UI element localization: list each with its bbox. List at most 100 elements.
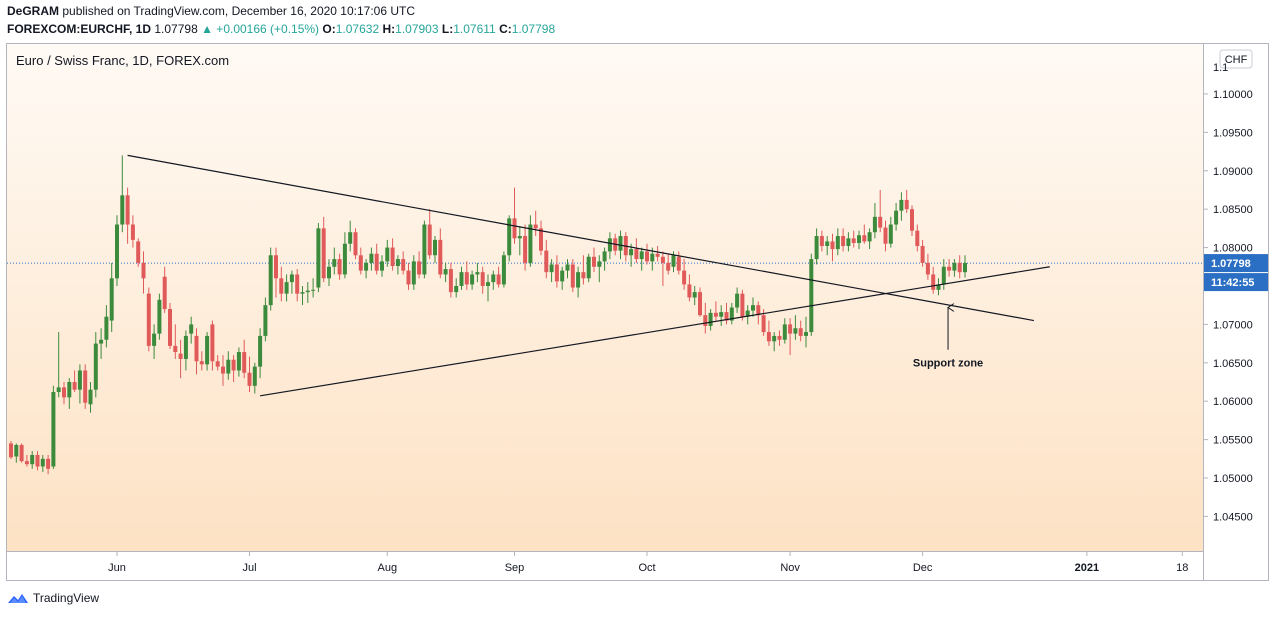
candle-body	[581, 272, 586, 279]
candle-body	[369, 253, 374, 263]
support-zone-label: Support zone	[913, 358, 983, 370]
countdown-tag-bg	[1204, 273, 1268, 292]
candle-body	[602, 251, 607, 262]
candle-body	[517, 236, 522, 239]
candle-body	[252, 366, 257, 386]
candle-body	[40, 458, 45, 467]
candle-body	[713, 312, 718, 317]
candle-body	[523, 236, 528, 263]
currency-badge[interactable]: CHF	[1219, 49, 1253, 69]
chart-frame[interactable]: 1.04500 1.05000 1.05500 1.06000 1.06500 1.070…	[6, 43, 1269, 581]
candle-body	[729, 307, 734, 321]
candle-body	[311, 289, 316, 291]
plot-background	[7, 44, 1203, 551]
candle-body	[607, 238, 612, 252]
price-axis-background	[1204, 44, 1268, 580]
candle-body	[279, 278, 284, 294]
x-tick-label: Sep	[505, 562, 525, 574]
author-name[interactable]: DeGRAM	[7, 4, 60, 18]
candle-body	[210, 324, 215, 362]
candle-body	[793, 328, 798, 334]
candle-body	[766, 332, 771, 342]
candle-body	[178, 353, 183, 359]
candle-body	[947, 266, 952, 271]
price-axis[interactable]: 1.04500 1.05000 1.05500 1.06000 1.06500 1.070…	[1203, 89, 1253, 524]
candle-body	[804, 332, 808, 336]
close-label: C:	[499, 22, 512, 36]
candle-body	[411, 261, 416, 285]
candle-body	[374, 253, 379, 271]
candle-body	[597, 261, 602, 267]
candle-body	[305, 290, 310, 293]
candle-body	[221, 366, 225, 374]
candle-body	[920, 246, 925, 263]
y-tick-label: 1.06500	[1213, 358, 1253, 370]
candle-body	[475, 272, 480, 275]
candle-body	[427, 224, 432, 256]
candle-body	[316, 228, 321, 288]
candle-body	[51, 391, 56, 467]
candle-body	[9, 443, 13, 458]
candle-body	[692, 292, 697, 298]
candle-body	[512, 218, 517, 239]
candle-body	[162, 276, 167, 310]
candle-body	[77, 370, 82, 390]
candle-body	[353, 232, 358, 256]
y-tick-label: 1.08500	[1213, 204, 1253, 216]
y-tick-label: 1.05500	[1213, 435, 1253, 447]
candle-body	[189, 324, 194, 334]
candle-body	[205, 335, 210, 365]
x-tick-label: Nov	[780, 562, 800, 574]
candle-body	[99, 339, 104, 344]
candle-body	[745, 310, 750, 317]
candle-body	[422, 224, 427, 275]
candle-body	[157, 299, 162, 334]
candle-body	[491, 274, 496, 283]
price-tag-bg	[1204, 254, 1268, 273]
candle-body	[533, 224, 538, 229]
candle-body	[146, 293, 151, 346]
time-axis[interactable]: Jun Jul Aug Sep Oct Nov Dec 2021 18	[108, 551, 1188, 574]
publish-info: DeGRAM published on TradingView.com, Dec…	[7, 4, 415, 18]
candle-body	[708, 312, 713, 326]
candle-body	[480, 272, 485, 286]
low-label: L:	[441, 22, 454, 36]
candle-body	[385, 247, 390, 262]
candle-body	[560, 270, 565, 282]
tradingview-brand[interactable]: TradingView	[7, 591, 99, 605]
trend-lines[interactable]	[127, 154, 1050, 397]
candle-body	[634, 249, 639, 260]
candles	[9, 155, 967, 475]
price-change: ▲ +0.00166 (+0.15%)	[201, 22, 320, 36]
chart-title: Euro / Swiss Franc, 1D, FOREX.com	[16, 53, 229, 68]
last-price: 1.07798	[154, 22, 198, 36]
candle-body	[788, 324, 793, 334]
candle-body	[284, 282, 289, 294]
candle-body	[141, 262, 146, 279]
candle-body	[676, 256, 681, 271]
candle-body	[703, 315, 708, 326]
candle-body	[915, 230, 920, 247]
candle-body	[751, 305, 755, 311]
chart-svg[interactable]: 1.04500 1.05000 1.05500 1.06000 1.06500 1.070…	[7, 44, 1268, 580]
x-tick-label: Jul	[242, 562, 256, 574]
low-value: 1.07611	[453, 22, 496, 36]
candle-body	[819, 236, 824, 247]
candle-body	[899, 199, 904, 211]
candle-body	[35, 454, 40, 467]
candle-body	[724, 312, 729, 321]
candle-body	[342, 243, 347, 275]
y-tick-label: 1.09000	[1213, 166, 1253, 178]
candle-body	[645, 251, 649, 262]
candle-body	[963, 262, 967, 273]
candle-body	[682, 270, 687, 285]
symbol-info: FOREXCOM:EURCHF, 1D 1.07798 ▲ +0.00166 (…	[7, 22, 555, 36]
x-tick-label: 2021	[1075, 562, 1099, 574]
tradingview-logo-icon	[8, 594, 28, 603]
published-text: published on TradingView.com, December 1…	[62, 4, 416, 18]
annotation: Support zone	[913, 307, 983, 370]
candle-body	[130, 224, 135, 240]
candle-body	[395, 259, 400, 267]
candle-body	[952, 262, 957, 271]
candle-body	[586, 256, 591, 279]
